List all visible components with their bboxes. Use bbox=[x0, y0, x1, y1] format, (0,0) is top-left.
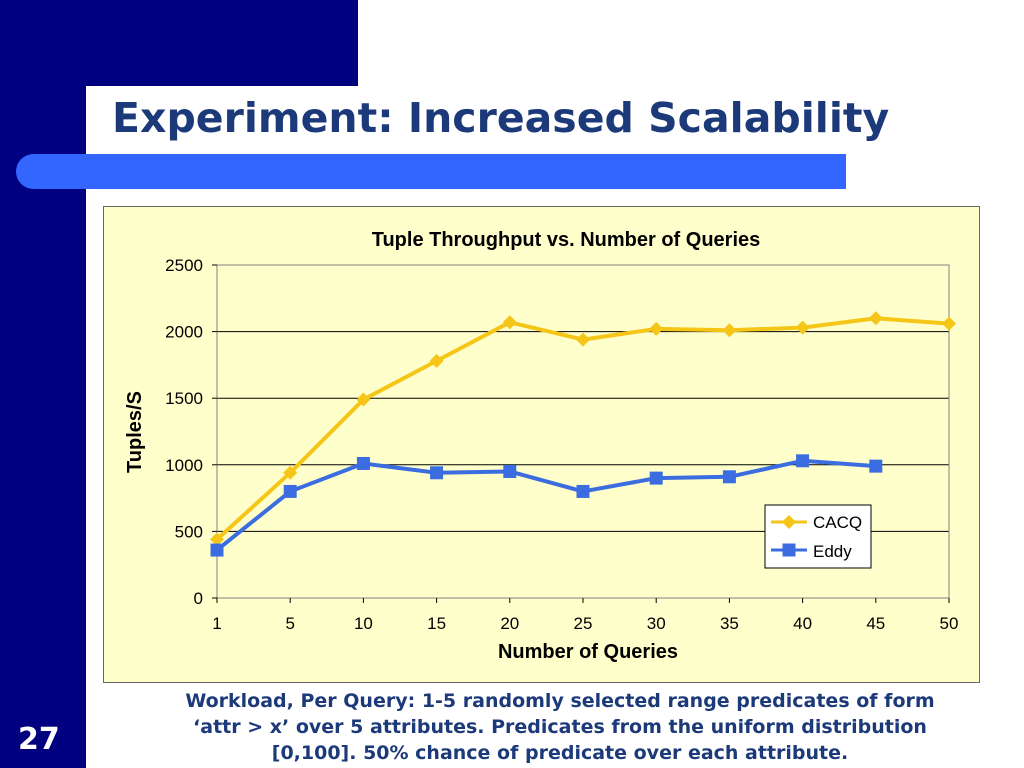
data-point-cacq bbox=[502, 315, 517, 330]
chart-title: Tuple Throughput vs. Number of Queries bbox=[372, 229, 761, 251]
x-tick-label: 10 bbox=[354, 614, 373, 633]
data-point-cacq bbox=[283, 465, 298, 480]
legend: CACQ Eddy bbox=[764, 504, 872, 569]
caption-line: ‘attr > x’ over 5 attributes. Predicates… bbox=[193, 716, 927, 738]
y-axis-label: Tuples/S bbox=[124, 391, 146, 473]
y-tick-label: 0 bbox=[194, 589, 203, 608]
left-band bbox=[0, 0, 86, 768]
y-tick-label: 500 bbox=[175, 522, 203, 541]
data-point-eddy bbox=[283, 484, 297, 498]
data-point-cacq bbox=[942, 316, 956, 331]
slide-number: 27 bbox=[18, 722, 60, 757]
data-point-eddy bbox=[722, 470, 736, 484]
legend-marker-shape bbox=[782, 543, 796, 557]
data-point-cacq bbox=[356, 392, 371, 407]
data-point-cacq bbox=[429, 353, 444, 368]
data-point-eddy bbox=[356, 456, 370, 470]
workload-caption: Workload, Per Query: 1-5 randomly select… bbox=[112, 688, 1008, 766]
x-tick-label: 15 bbox=[427, 614, 446, 633]
data-point-eddy bbox=[649, 471, 663, 485]
accent-bar bbox=[16, 154, 846, 189]
data-point-eddy bbox=[503, 464, 517, 478]
legend-box bbox=[764, 504, 872, 569]
caption-line: Workload, Per Query: 1-5 randomly select… bbox=[185, 690, 935, 712]
x-tick-label: 25 bbox=[574, 614, 593, 633]
data-point-eddy bbox=[430, 466, 444, 480]
data-point-eddy bbox=[869, 459, 883, 473]
series-line-eddy bbox=[215, 458, 876, 552]
data-point-eddy bbox=[796, 454, 810, 468]
x-axis-label: Number of Queries bbox=[498, 641, 678, 663]
top-band bbox=[0, 0, 358, 86]
series-group bbox=[210, 311, 956, 557]
slide-title: Experiment: Increased Scalability bbox=[112, 94, 890, 142]
data-point-cacq bbox=[795, 320, 810, 335]
data-point-cacq bbox=[649, 321, 664, 336]
x-tick-label: 35 bbox=[720, 614, 739, 633]
x-axis: 1 5 10 15 20 25 30 35 40 45 50 bbox=[212, 598, 958, 633]
data-point-eddy bbox=[210, 543, 224, 557]
x-tick-label: 40 bbox=[793, 614, 812, 633]
throughput-chart: Tuple Throughput vs. Number of Queries 0… bbox=[124, 229, 958, 663]
data-point-cacq bbox=[868, 311, 883, 326]
gridlines bbox=[217, 331, 949, 532]
data-point-cacq bbox=[576, 332, 590, 347]
legend-marker-cacq bbox=[782, 515, 796, 529]
x-tick-label: 30 bbox=[647, 614, 666, 633]
legend-label-cacq: CACQ bbox=[813, 513, 862, 532]
y-tick-label: 1500 bbox=[165, 389, 203, 408]
legend-marker-shape bbox=[782, 515, 796, 529]
caption-line: [0,100]. 50% chance of predicate over ea… bbox=[271, 742, 849, 764]
y-tick-label: 2500 bbox=[165, 256, 203, 275]
x-tick-label: 20 bbox=[500, 614, 519, 633]
data-point-cacq bbox=[722, 323, 737, 338]
legend-label-eddy: Eddy bbox=[813, 542, 852, 561]
y-tick-label: 2000 bbox=[165, 323, 203, 342]
chart-area: Tuple Throughput vs. Number of Queries 0… bbox=[103, 206, 980, 683]
x-tick-label: 1 bbox=[212, 614, 221, 633]
x-tick-label: 50 bbox=[940, 614, 959, 633]
x-tick-label: 5 bbox=[285, 614, 294, 633]
y-tick-label: 1000 bbox=[165, 456, 203, 475]
legend-marker-eddy bbox=[782, 543, 796, 557]
x-tick-label: 45 bbox=[866, 614, 885, 633]
data-point-eddy bbox=[576, 484, 590, 498]
data-point-cacq bbox=[210, 532, 224, 547]
y-axis: 0 500 1000 1500 2000 2500 bbox=[165, 256, 217, 608]
